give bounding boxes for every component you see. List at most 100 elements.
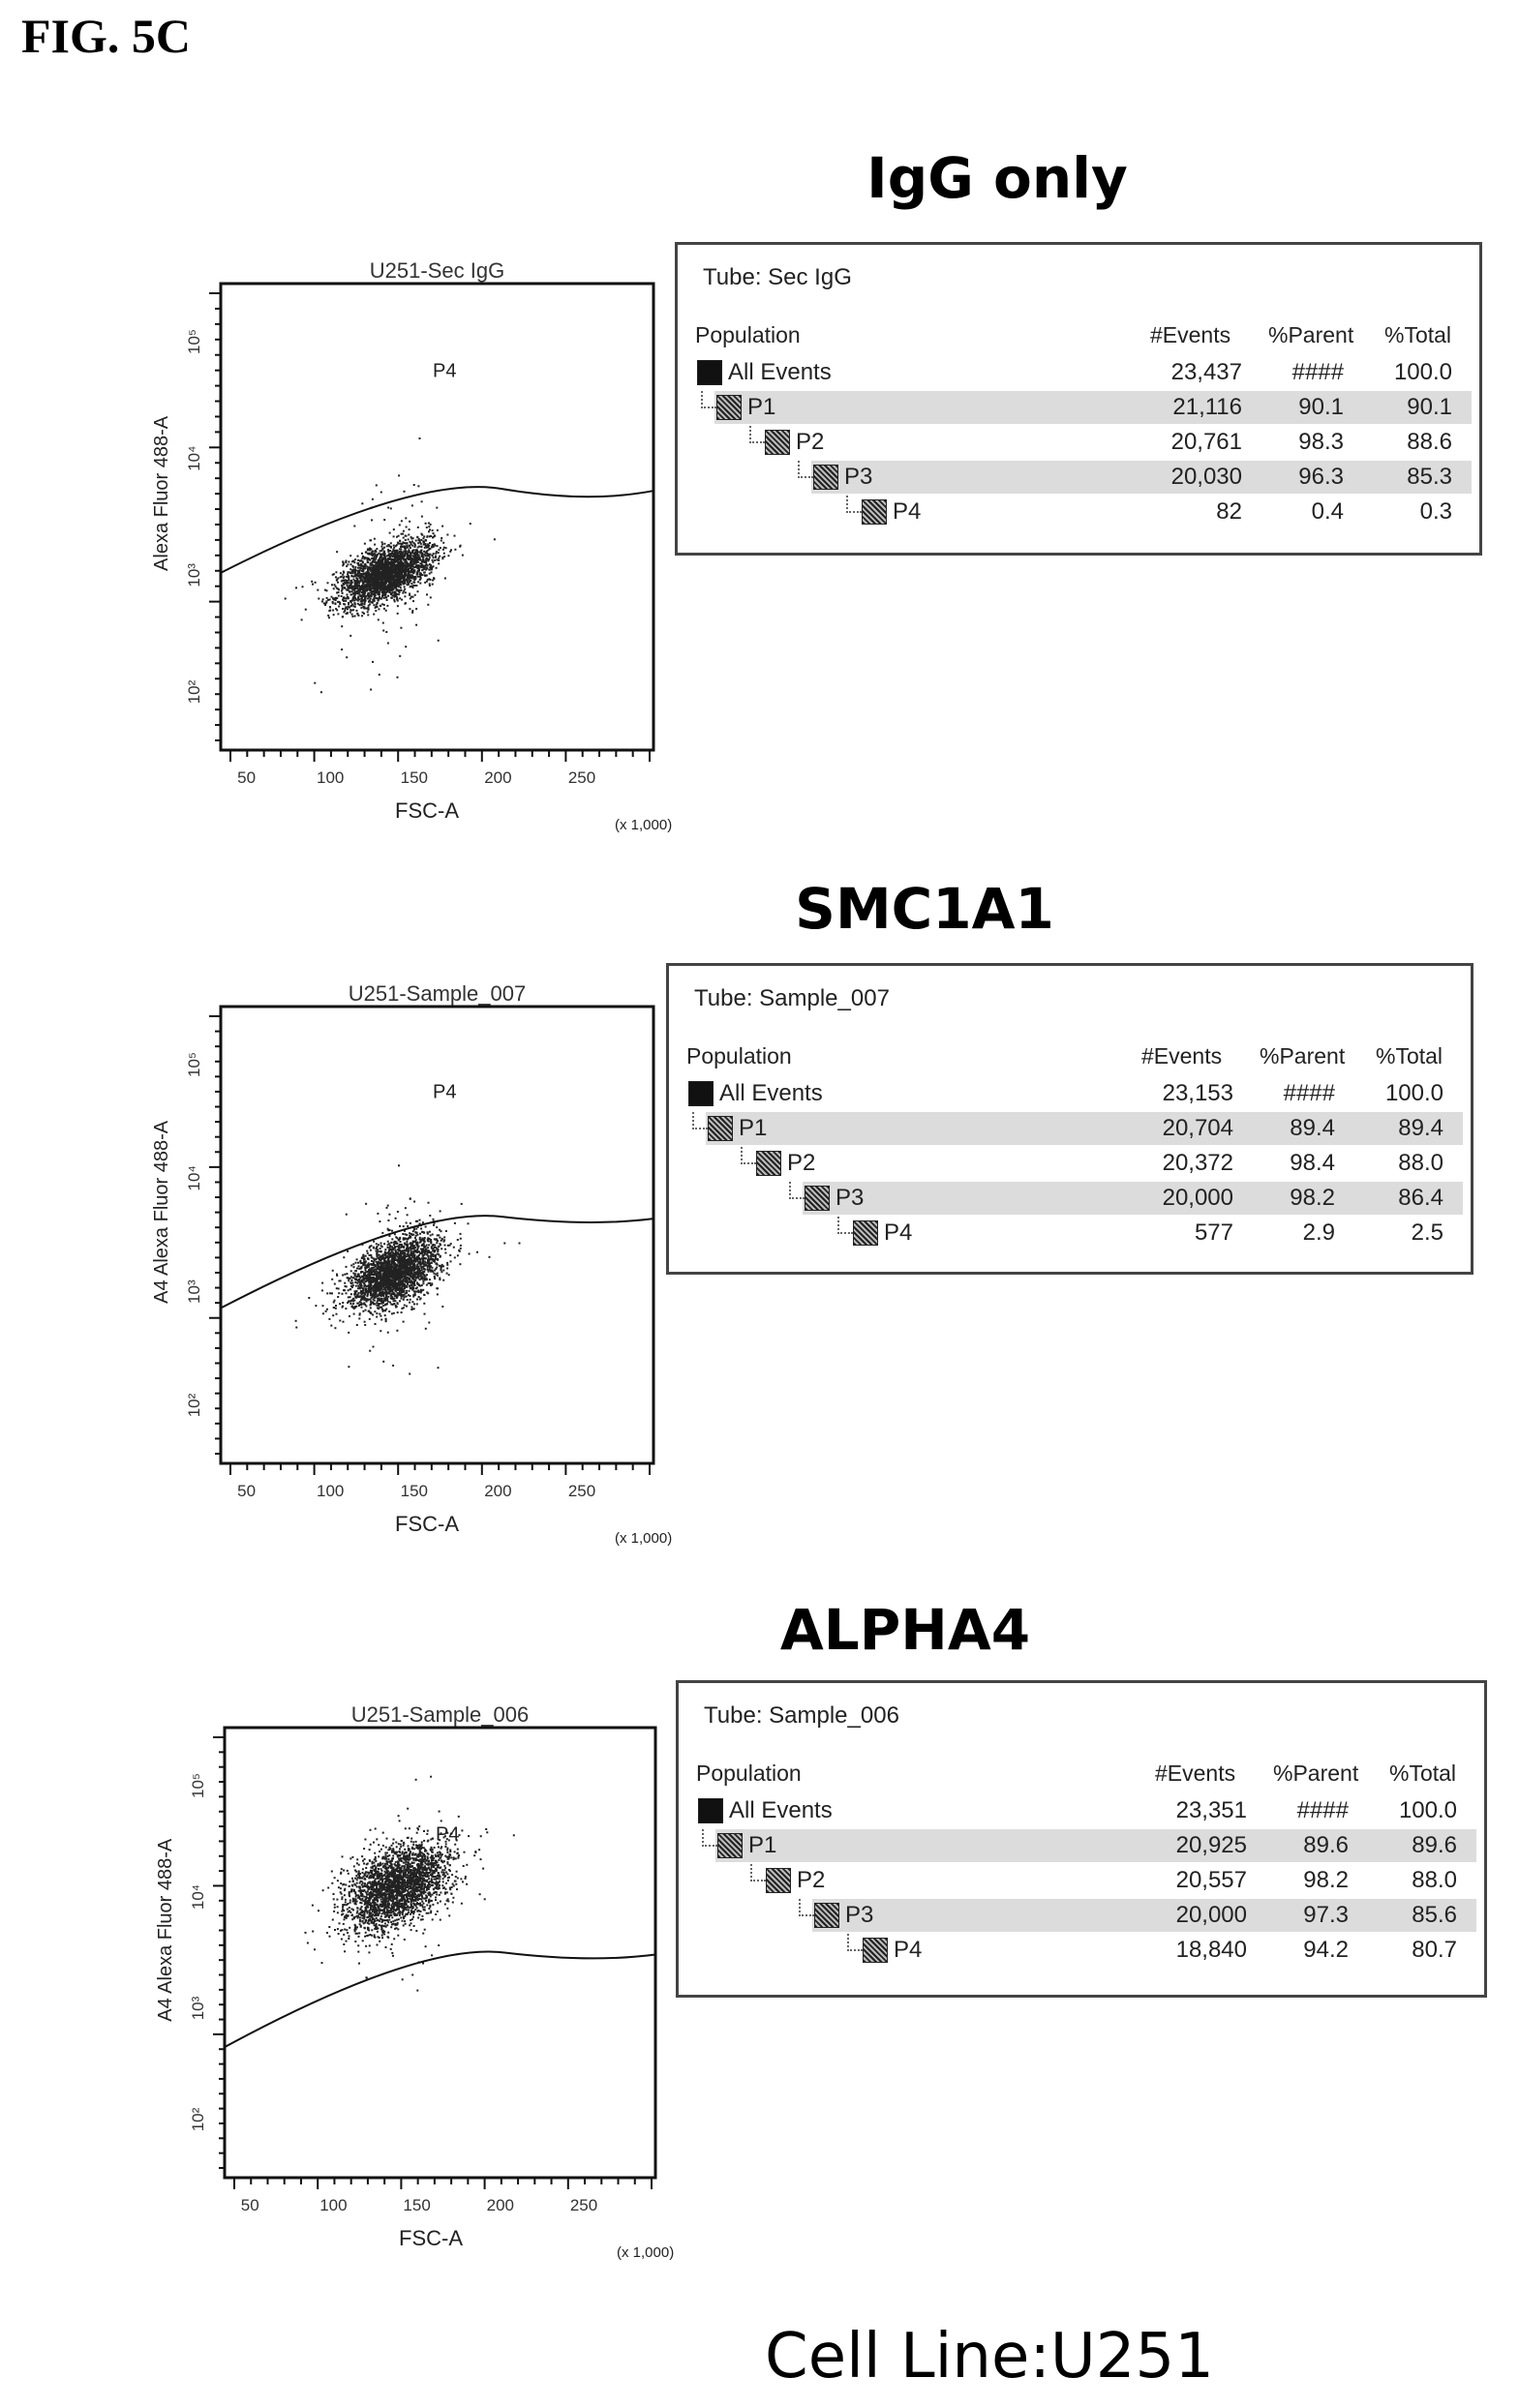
event-dot (427, 546, 430, 549)
event-dot (337, 591, 340, 593)
event-dot (420, 562, 423, 565)
event-dot (389, 1249, 392, 1250)
event-dot (372, 1295, 375, 1298)
event-dot (438, 1264, 441, 1267)
event-dot (441, 1265, 442, 1268)
event-dot (410, 582, 413, 585)
event-dot (400, 560, 403, 562)
event-dot (425, 574, 428, 577)
event-dot (342, 573, 345, 576)
event-dot (374, 564, 376, 567)
event-dot (388, 557, 391, 560)
event-dot (404, 587, 407, 590)
event-dot (348, 579, 350, 582)
event-dot (412, 1227, 415, 1230)
event-dot (410, 1272, 412, 1275)
event-dot (423, 1245, 426, 1248)
event-dot (417, 1253, 420, 1256)
event-dot (373, 591, 376, 594)
event-dot (369, 539, 372, 542)
event-dot (378, 1308, 380, 1310)
event-dot (359, 1282, 362, 1285)
event-dot (373, 572, 376, 575)
event-dot (344, 579, 347, 582)
event-dot (410, 1251, 412, 1254)
event-dot (398, 1247, 401, 1249)
event-dot (385, 1296, 387, 1299)
event-dot (389, 587, 392, 589)
event-dot (384, 1284, 387, 1286)
event-dot (388, 1249, 391, 1251)
event-dot (403, 1273, 406, 1276)
event-dot (322, 602, 325, 605)
event-dot (366, 607, 369, 610)
event-dot (331, 602, 334, 605)
event-dot (353, 1273, 356, 1276)
event-dot (418, 545, 421, 548)
event-dot (436, 1266, 439, 1269)
event-dot (406, 1240, 409, 1243)
event-dot (344, 610, 347, 612)
event-dot (383, 561, 386, 564)
event-dot (353, 1293, 356, 1296)
event-dot (425, 1283, 428, 1286)
event-dot (386, 1265, 389, 1267)
event-dot (424, 581, 427, 584)
event-dot (423, 535, 426, 538)
event-dot (456, 1254, 459, 1257)
event-dot (346, 612, 349, 615)
event-dot (409, 554, 411, 557)
event-dot (389, 1267, 392, 1270)
event-dot (391, 591, 394, 594)
event-dot (383, 572, 386, 575)
event-dot (389, 1301, 391, 1304)
event-dot (403, 550, 406, 553)
event-dot (381, 593, 384, 596)
event-dot (400, 532, 403, 535)
event-dot (394, 550, 397, 553)
event-dot (408, 1294, 410, 1297)
event-dot (405, 560, 408, 562)
event-dot (413, 585, 416, 587)
event-dot (430, 1270, 433, 1273)
event-dot (383, 519, 386, 522)
event-dot (416, 573, 419, 575)
event-dot (438, 1234, 441, 1237)
event-dot (349, 1288, 351, 1291)
event-dot (361, 586, 364, 588)
event-dot (427, 1257, 430, 1259)
event-dot (331, 573, 334, 576)
event-dot (354, 566, 357, 569)
event-dot (368, 1275, 371, 1278)
event-dot (394, 570, 397, 573)
event-dot (408, 544, 410, 547)
event-dot (420, 532, 423, 535)
event-dot (397, 1252, 400, 1255)
event-dot (378, 590, 380, 593)
event-dot (378, 1268, 380, 1271)
event-dot (429, 1234, 432, 1237)
event-dot (359, 1277, 362, 1279)
event-dot (382, 1271, 385, 1274)
event-dot (410, 567, 411, 569)
y-axis-label: Alexa Fluor 488-A (151, 415, 172, 571)
event-dot (384, 1251, 387, 1254)
event-dot (400, 1272, 403, 1275)
event-dot (361, 502, 364, 505)
event-dot (422, 1273, 425, 1276)
event-dot (387, 549, 389, 552)
event-dot (344, 1289, 346, 1292)
event-dot (301, 586, 304, 588)
event-dot (385, 1264, 388, 1266)
event-dot (390, 546, 392, 549)
event-dot (398, 552, 401, 555)
event-dot (359, 595, 362, 597)
event-dot (434, 544, 437, 547)
event-dot (392, 1273, 395, 1276)
event-dot (476, 1250, 478, 1253)
event-dot (360, 579, 363, 582)
event-dot (417, 551, 420, 554)
event-dot (398, 1238, 401, 1241)
event-dot (427, 1240, 430, 1243)
event-dot (405, 553, 408, 556)
